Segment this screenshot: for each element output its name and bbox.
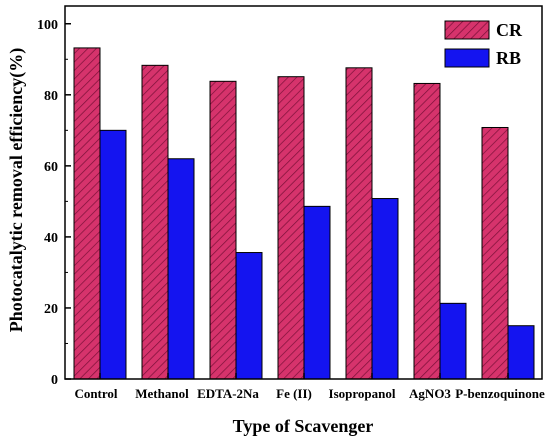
bar-cr-0 — [73, 47, 101, 380]
y-tick-label: 40 — [44, 231, 58, 246]
bar-rb-6 — [507, 325, 535, 380]
bar-cr-3 — [277, 76, 305, 380]
bar-rb-0 — [99, 129, 127, 380]
legend-swatch-rb — [444, 48, 490, 68]
bar-cr-5 — [413, 82, 441, 380]
x-axis-ticks: Control Methanol EDTA-2Na Fe (II) Isopropano… — [74, 373, 545, 401]
bar-rb-3 — [303, 205, 331, 380]
plot-frame — [64, 5, 543, 380]
y-tick-label: 0 — [51, 373, 58, 388]
x-tick-label: EDTA-2Na — [197, 386, 259, 401]
y-tick-label: 100 — [37, 18, 58, 33]
x-axis-title: Type of Scavenger — [233, 416, 374, 436]
legend: CR RB — [444, 20, 523, 68]
x-tick-label: Control — [74, 386, 117, 401]
bar-cr-6 — [481, 126, 509, 380]
legend-label-cr: CR — [496, 20, 523, 40]
bar-rb-4 — [371, 198, 399, 380]
y-tick-label: 60 — [44, 160, 58, 175]
bar-cr-1 — [141, 64, 169, 380]
x-tick-label: Methanol — [135, 386, 189, 401]
bar-cr-4 — [345, 67, 373, 380]
y-tick-label: 80 — [44, 89, 58, 104]
bar-rb-2 — [235, 252, 263, 380]
x-tick-label: Isopropanol — [329, 386, 396, 401]
legend-swatch-cr — [444, 20, 490, 40]
bars-group — [73, 47, 535, 380]
bar-cr-2 — [209, 80, 237, 380]
bar-rb-5 — [439, 302, 467, 380]
bar-rb-1 — [167, 158, 195, 380]
x-tick-label: AgNO3 — [409, 386, 451, 401]
legend-label-rb: RB — [496, 48, 521, 68]
x-tick-label: P-benzoquinone — [455, 386, 545, 401]
y-axis-ticks: 0 20 40 60 80 100 — [37, 18, 71, 388]
y-axis-title: Photocatalytic removal efficiency(%) — [6, 48, 27, 333]
y-tick-label: 20 — [44, 302, 58, 317]
x-tick-label: Fe (II) — [276, 386, 312, 401]
